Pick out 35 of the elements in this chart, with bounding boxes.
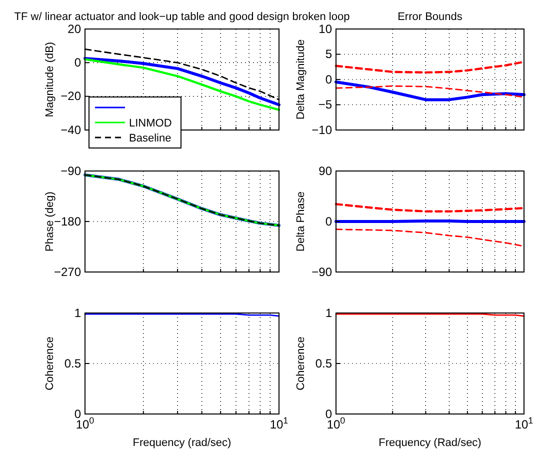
y-tick-label: −90 xyxy=(60,164,82,178)
y-tick-label: 0 xyxy=(74,406,82,421)
y-axis-title: Magnitude (dB) xyxy=(44,42,56,118)
y-tick-label: 1 xyxy=(74,306,82,320)
y-tick-label: −20 xyxy=(60,89,82,104)
x-axis-title: Frequency (rad/sec) xyxy=(132,437,232,449)
y-tick-label: −40 xyxy=(60,122,82,137)
y-tick-label: 0 xyxy=(325,72,332,86)
y-tick-label: −180 xyxy=(54,214,82,228)
y-tick-label: 0.5 xyxy=(315,356,332,370)
x-axis-title: Frequency (Rad/sec) xyxy=(378,437,482,449)
y-tick-label: 10 xyxy=(318,22,332,36)
x-tick-label: 10$^{1}$ xyxy=(514,416,534,432)
y-tick-label: −90 xyxy=(312,264,332,279)
legend-label: Baseline xyxy=(129,132,172,144)
y-tick-label: 1 xyxy=(325,306,332,320)
y-tick-label: 0 xyxy=(325,406,332,421)
y-axis-title: Coherence xyxy=(295,336,307,390)
y-tick-label: −10 xyxy=(312,122,332,137)
y-axis-title: Coherence xyxy=(44,336,56,390)
y-tick-label: 5 xyxy=(325,47,332,62)
legend-label: LINMOD xyxy=(129,118,172,130)
x-tick-label: 10$^{1}$ xyxy=(270,416,288,432)
chart-title: Error Bounds xyxy=(398,11,463,23)
y-tick-label: −270 xyxy=(54,264,82,279)
chart-title: TF w/ linear actuator and look−up table and good design broken loop xyxy=(14,11,350,23)
y-tick-label: 0.5 xyxy=(64,356,82,370)
y-axis-title: Delta Magnitude xyxy=(295,39,307,120)
y-tick-label: −5 xyxy=(318,98,332,112)
y-tick-label: 20 xyxy=(68,22,82,36)
y-tick-label: 0 xyxy=(325,214,332,228)
y-tick-label: 90 xyxy=(318,164,332,178)
y-axis-title: Delta Phase xyxy=(295,192,307,252)
y-tick-label: 0 xyxy=(74,56,82,70)
y-axis-title: Phase (deg) xyxy=(44,192,56,252)
